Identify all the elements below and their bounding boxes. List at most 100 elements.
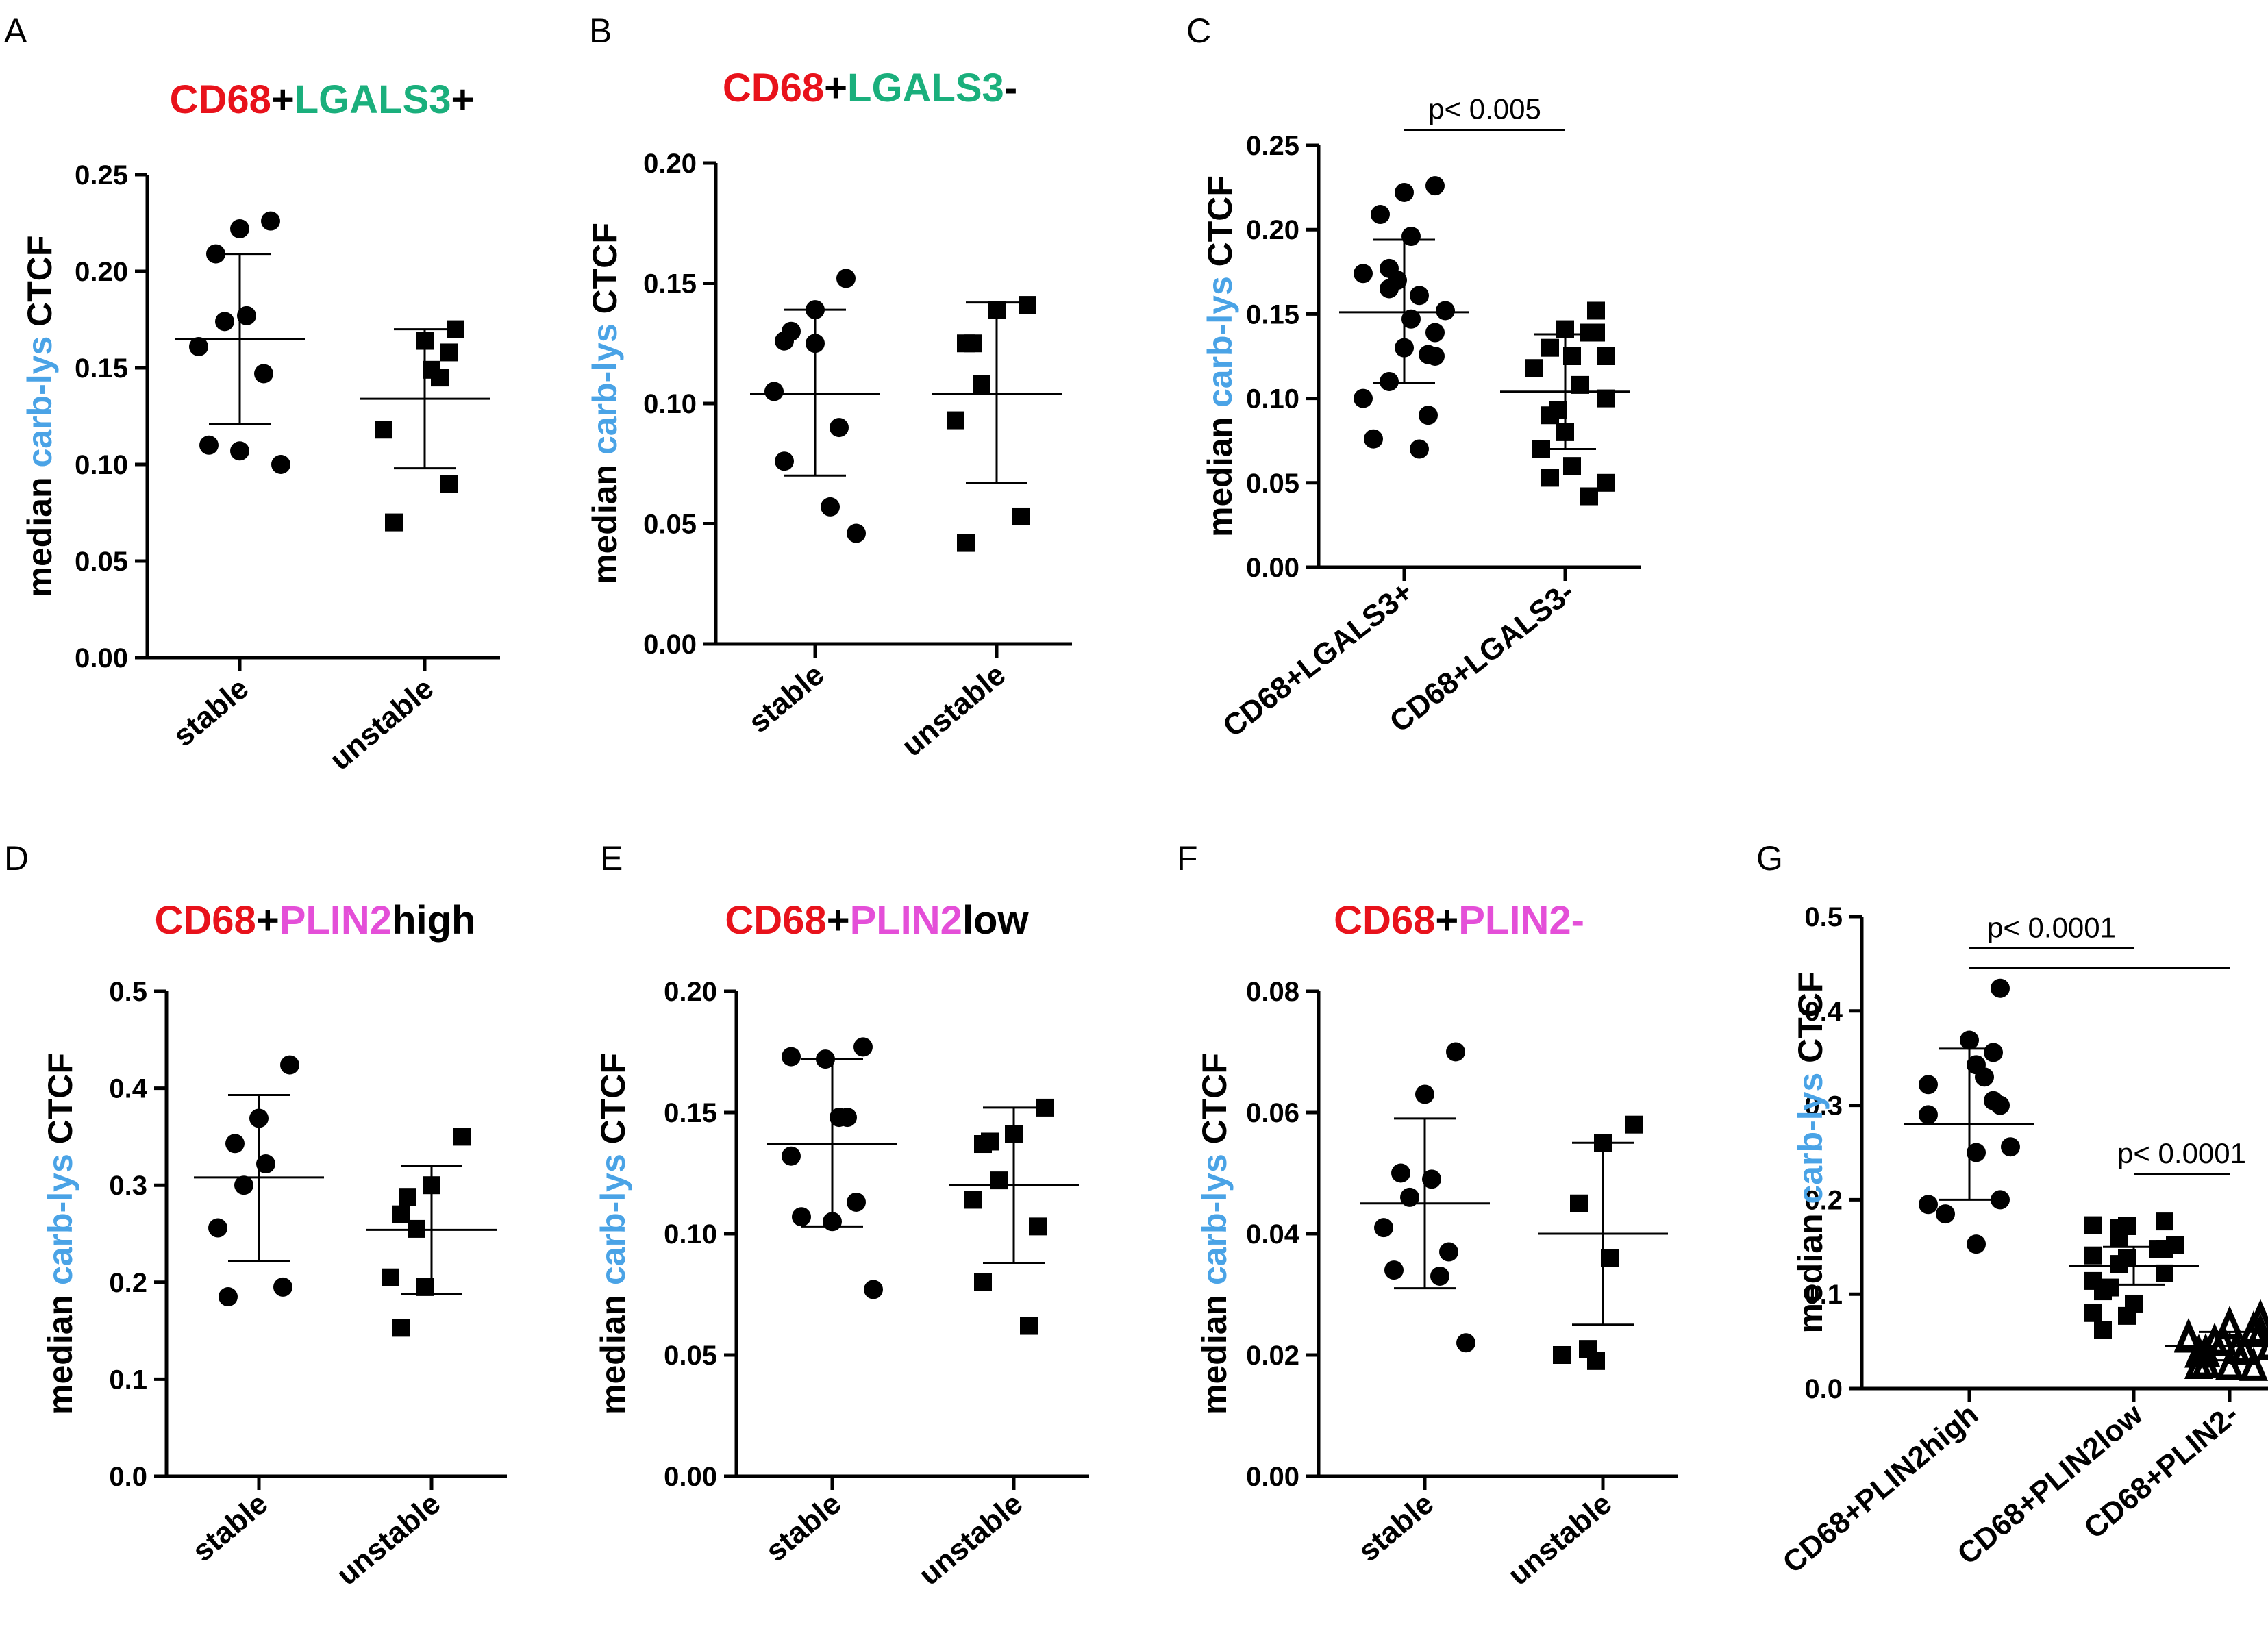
y-tick-label: 0.25 [1246,131,1299,161]
x-tick-label: stable [760,1486,848,1568]
y-axis-label: median carb-lys CTCF [21,236,59,597]
data-point [261,211,280,231]
panel-title: CD68+PLIN2high [155,898,476,943]
data-point [864,1280,883,1299]
y-axis-label: median carb-lys CTCF [1791,972,1830,1334]
panel-f: 0.00 0.02 0.04 0.06 0.08 median carb-lys CTCF… [1195,898,1678,1592]
data-point [847,523,866,543]
data-point [385,513,403,532]
data-point [237,306,256,325]
panel-title-part-2: PLIN2 [1458,898,1571,943]
data-point [2110,1255,2128,1273]
y-axis-label: median carb-lys CTCF [1201,175,1239,537]
data-point [1415,1084,1434,1104]
data-point [2094,1321,2112,1339]
series-1 [1500,301,1630,506]
data-point [215,312,234,332]
p-value-label: p< 0.0001 [1987,911,2116,943]
data-point [2118,1306,2136,1325]
y-tick-label: 0.10 [664,1219,717,1249]
y-axis-label-part-2: CTCF [594,1053,632,1154]
data-point [1020,1317,1038,1335]
series-1 [360,320,490,532]
series-1 [366,1128,497,1337]
panel-title-part-0: CD68 [170,77,271,122]
x-tick-label: CD68+PLIN2high [1776,1397,1984,1580]
series-0 [1360,1042,1490,1353]
data-point [431,369,449,387]
y-axis-label-part-1: carb-lys [1791,1073,1830,1204]
y-tick-label: 0.0 [1804,1374,1843,1404]
y-tick-label: 0.15 [75,353,128,384]
panel-d: 0.0 0.1 0.2 0.3 0.4 0.5 median carb-lys CTCF CD… [41,898,507,1592]
y-tick-label: 0.04 [1246,1219,1300,1249]
data-point [1919,1105,1938,1125]
y-tick-label: 0.20 [664,977,717,1007]
y-tick-label: 0.06 [1246,1098,1299,1128]
data-point [836,269,856,288]
y-tick-label: 0.15 [1246,299,1299,329]
panel-title-part-3: + [451,77,475,122]
series-0 [767,1037,897,1299]
data-point [1597,347,1615,365]
y-tick-label: 0.20 [75,257,128,287]
data-point [1380,371,1399,391]
y-tick-label: 0.10 [1246,384,1299,414]
y-tick-label: 0.3 [1804,1091,1843,1121]
panel-title-part-2: LGALS3 [295,77,451,122]
data-point [256,1154,275,1174]
data-point [2084,1216,2102,1234]
data-point [375,421,392,439]
data-point [189,336,208,356]
data-point [392,1205,410,1223]
y-axis-label-part-2: CTCF [21,236,59,336]
data-point [2230,1331,2260,1365]
data-point [1919,1195,1938,1215]
y-axis-label-part-0: median [1195,1285,1234,1415]
p-value-label: p< 0.0001 [2117,1137,2246,1169]
y-axis-label: median carb-lys CTCF [41,1053,79,1415]
y-tick-label: 0.05 [664,1341,717,1371]
data-point [1580,487,1598,506]
x-tick-label: stable [167,671,256,753]
data-point [1587,301,1605,320]
data-point [225,1134,245,1154]
y-axis-label-part-1: carb-lys [21,336,59,468]
y-axis-label: median carb-lys CTCF [1195,1053,1234,1415]
data-point [1975,1067,1994,1087]
x-tick-label: stable [743,658,831,739]
data-point [1371,205,1390,225]
data-point [782,1146,801,1166]
data-point [957,534,975,552]
data-point [1553,1346,1571,1364]
panel-a: 0.00 0.05 0.10 0.15 0.20 0.25 median carb-lys … [21,77,500,777]
data-point [1425,323,1445,343]
data-point [399,1188,416,1206]
data-point [2200,1322,2230,1356]
y-axis-label-part-2: CTCF [1791,972,1830,1073]
data-point [1410,286,1429,306]
data-point [254,364,273,384]
y-axis-label-part-1: carb-lys [1201,276,1239,408]
series-0 [1904,978,2034,1254]
y-tick-label: 0.10 [75,450,128,480]
data-point [2001,1137,2020,1157]
y-axis-label-part-2: CTCF [41,1053,79,1154]
data-point [1012,507,1030,525]
y-axis-label-part-0: median [586,455,624,584]
panel-e: 0.00 0.05 0.10 0.15 0.20 median carb-lys CTCF… [594,898,1089,1592]
data-point [1570,1194,1588,1212]
data-point [792,1207,811,1227]
y-axis-label-part-0: median [21,468,59,597]
data-point [830,418,849,438]
y-axis-label-part-1: carb-lys [1195,1154,1234,1285]
data-point [1400,1187,1419,1207]
data-point [2215,1346,2245,1380]
panel-letter-f: F [1177,839,1198,878]
panel-letter-d: D [4,839,29,878]
panel-title-part-3: low [962,898,1030,943]
panel-b: 0.00 0.05 0.10 0.15 0.20 median carb-lys CTCF… [586,66,1072,763]
y-tick-label: 0.25 [75,160,128,190]
series-1 [932,296,1062,552]
